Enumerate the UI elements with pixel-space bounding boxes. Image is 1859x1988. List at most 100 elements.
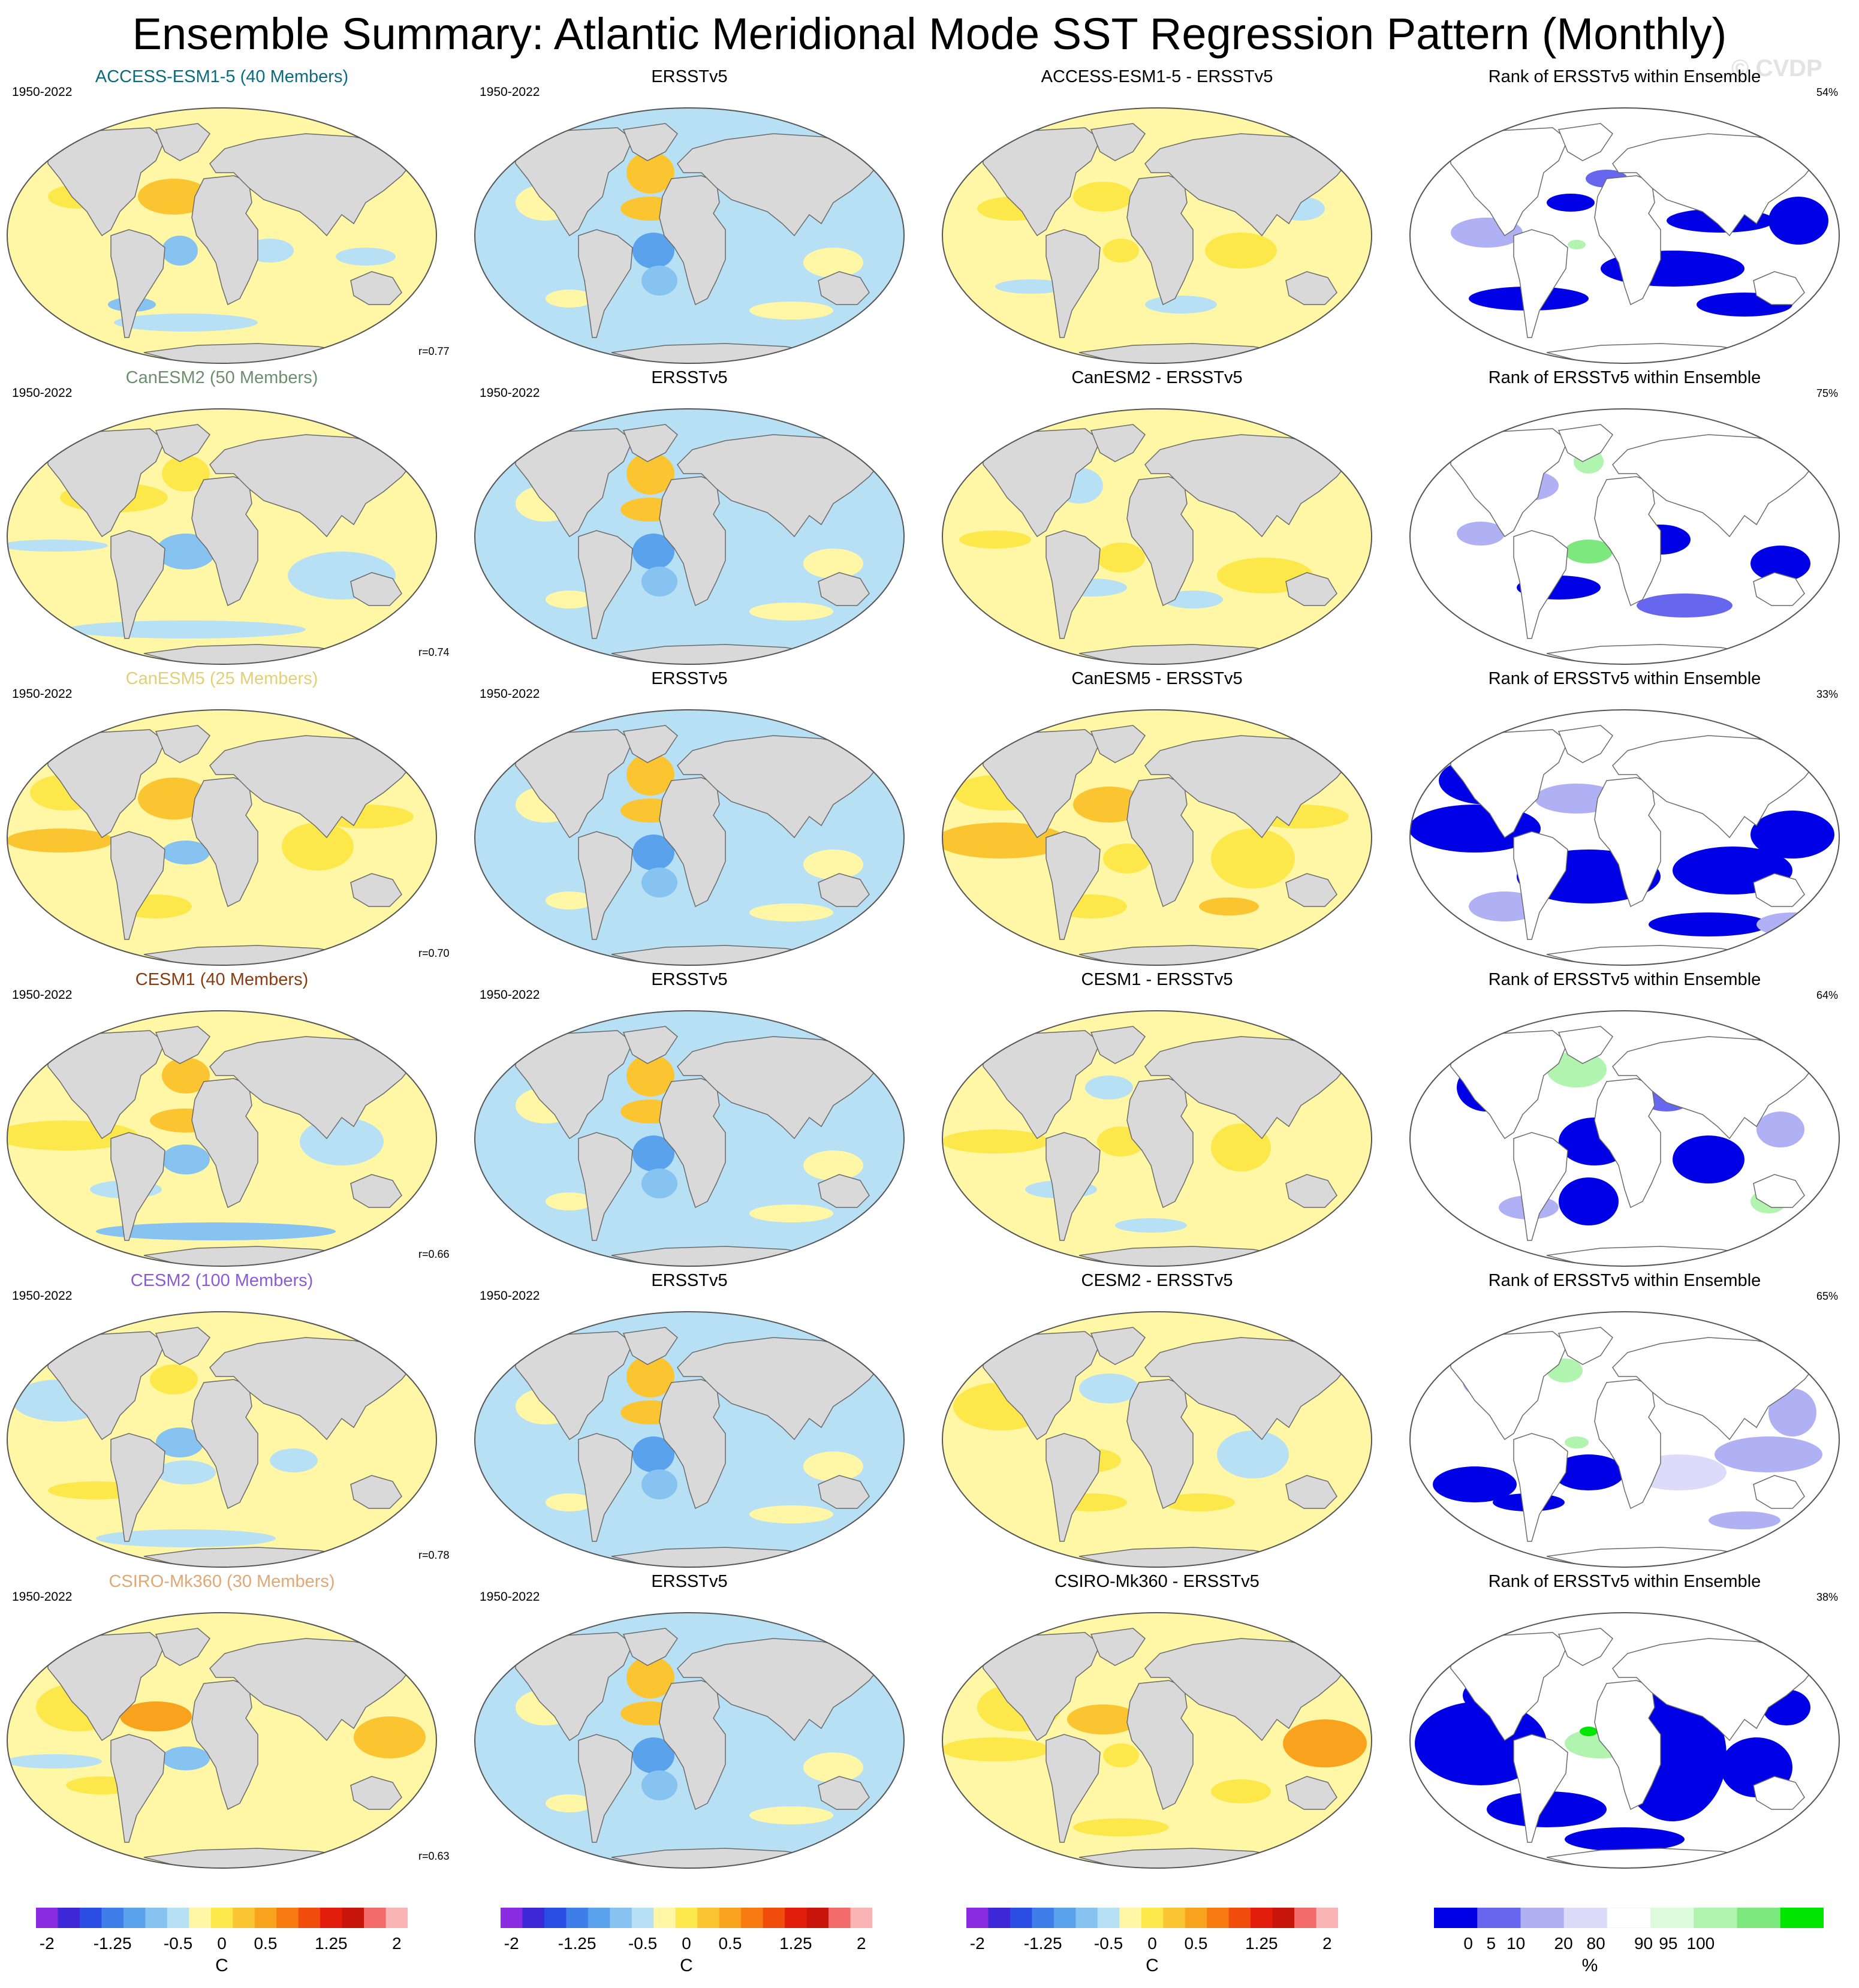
colorbar-swatch xyxy=(1097,1908,1120,1928)
obs-period-label: 1950-2022 xyxy=(480,988,540,1002)
map-boundary xyxy=(1409,1010,1840,1267)
colorbar-tick-label: 0 xyxy=(217,1934,227,1953)
anomaly-region xyxy=(626,1055,674,1097)
colorbar-tick-label: 0 xyxy=(1147,1934,1157,1953)
colorbar-swatch xyxy=(763,1908,785,1928)
map-boundary xyxy=(1409,1311,1840,1568)
colorbar-swatch xyxy=(1316,1908,1338,1928)
model-panel-title: CESM2 (100 Members) xyxy=(130,1271,314,1290)
continent-outline xyxy=(1753,1174,1805,1208)
anomaly-region xyxy=(749,603,833,621)
colorbar-swatch xyxy=(145,1908,168,1928)
continent-outline xyxy=(1753,873,1805,907)
colorbar-unit-label: C xyxy=(215,1956,228,1975)
obs-regression-map xyxy=(474,408,905,665)
colorbar-swatch xyxy=(1119,1908,1142,1928)
continent-outline xyxy=(1046,530,1101,639)
continent-outline xyxy=(350,572,402,606)
colorbar-tick-label: 0 xyxy=(1463,1934,1473,1953)
continent-outline xyxy=(1144,1036,1350,1140)
continent-outline xyxy=(818,873,870,907)
continent-outline xyxy=(110,229,165,338)
continent-outline xyxy=(659,175,726,306)
anomaly-region xyxy=(1073,182,1133,212)
anomaly-region xyxy=(803,850,863,879)
continent-outline xyxy=(1513,1132,1568,1241)
rank-panel-title: Rank of ERSSTv5 within Ensemble xyxy=(1488,669,1761,688)
continent-outline xyxy=(622,725,678,763)
continent-outline xyxy=(578,1132,633,1241)
colorbar-swatch xyxy=(653,1908,676,1928)
continent-outline xyxy=(1285,1475,1337,1509)
rank-map xyxy=(1409,1010,1840,1267)
anomaly-region xyxy=(1103,1743,1139,1767)
obs-panel-title: ERSSTv5 xyxy=(651,67,728,86)
continent-outline xyxy=(209,133,415,237)
pattern-correlation-label: r=0.78 xyxy=(418,1549,450,1561)
colorbar-swatch xyxy=(1141,1908,1164,1928)
colorbar-swatch xyxy=(1780,1908,1824,1928)
obs-panel-title: ERSSTv5 xyxy=(651,1271,728,1290)
continent-outline xyxy=(1612,434,1818,538)
rank-region xyxy=(1756,1112,1804,1147)
anomaly-region xyxy=(749,302,833,320)
anomaly-region xyxy=(1079,1373,1139,1403)
continent-outline xyxy=(818,1174,870,1208)
continent-outline xyxy=(659,1680,726,1811)
anomaly-region xyxy=(1145,296,1217,314)
continent-outline xyxy=(191,1379,258,1510)
continent-outline xyxy=(659,476,726,607)
anomaly-region xyxy=(749,1204,833,1222)
continent-outline xyxy=(1513,229,1568,338)
colorbar-swatch xyxy=(101,1908,124,1928)
colorbar-swatch xyxy=(1075,1908,1098,1928)
colorbar-swatch xyxy=(254,1908,277,1928)
continent-outline xyxy=(1612,133,1818,237)
map-boundary xyxy=(474,709,905,966)
diff-panel-title: CanESM5 - ERSSTv5 xyxy=(1071,669,1243,688)
continent-outline xyxy=(1557,123,1613,161)
rank-region xyxy=(1487,1791,1607,1827)
difference-map xyxy=(942,1612,1372,1869)
anomaly-region xyxy=(546,891,593,909)
continent-outline xyxy=(1753,1776,1805,1810)
continent-outline xyxy=(1612,735,1818,839)
continent-outline xyxy=(1513,530,1568,639)
rank-percent-label: 38% xyxy=(1816,1591,1839,1603)
rank-map xyxy=(1409,408,1840,665)
continent-outline xyxy=(1046,1433,1101,1542)
obs-regression-map xyxy=(474,1311,905,1568)
anomaly-region xyxy=(120,1701,192,1731)
continent-outline xyxy=(1046,831,1101,940)
colorbar-tick-label: 20 xyxy=(1554,1934,1573,1953)
anomaly-region xyxy=(626,754,674,796)
colorbar-swatch xyxy=(675,1908,698,1928)
anomaly-region xyxy=(803,1451,863,1481)
colorbar-tick-label: 2 xyxy=(1322,1934,1332,1953)
anomaly-region xyxy=(156,534,216,570)
rank-region xyxy=(1649,912,1768,936)
colorbar-swatch xyxy=(1477,1908,1521,1928)
anomaly-region xyxy=(1199,897,1259,915)
continent-outline xyxy=(818,1776,870,1810)
anomaly-region xyxy=(749,1806,833,1824)
continent-outline xyxy=(677,735,882,839)
continent-outline xyxy=(1557,1628,1613,1666)
pattern-correlation-label: r=0.74 xyxy=(418,646,450,658)
continent-outline xyxy=(677,133,882,237)
anomaly-region xyxy=(162,1058,210,1094)
anomaly-region xyxy=(632,1135,674,1171)
continent-outline xyxy=(191,476,258,607)
colorbar-swatch xyxy=(1563,1908,1608,1928)
rank-percent-label: 75% xyxy=(1816,387,1839,399)
model-period-label: 1950-2022 xyxy=(12,1590,73,1604)
continent-outline xyxy=(155,1628,210,1666)
diff-panel-title: ACCESS-ESM1-5 - ERSSTv5 xyxy=(1041,67,1273,86)
anomaly-region xyxy=(995,279,1067,294)
anomaly-region xyxy=(102,1832,270,1847)
continent-outline xyxy=(1594,1680,1661,1811)
anomaly-region xyxy=(1097,543,1145,573)
colorbar-swatch xyxy=(828,1908,851,1928)
rank-region xyxy=(1768,1388,1816,1436)
colorbar-swatch xyxy=(988,1908,1011,1928)
